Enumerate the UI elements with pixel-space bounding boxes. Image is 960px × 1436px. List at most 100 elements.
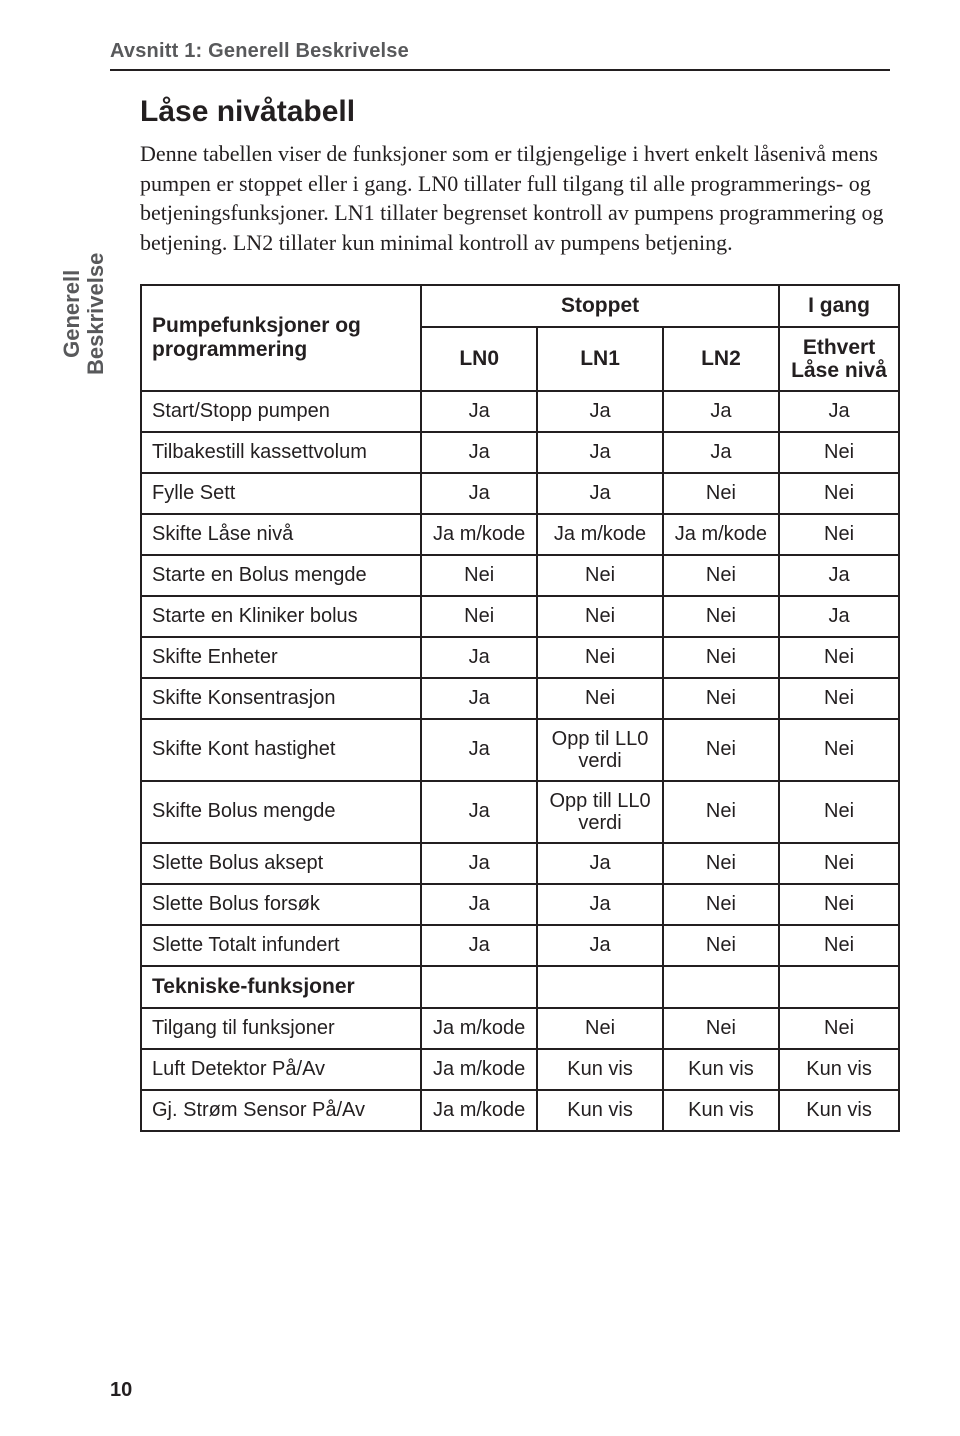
header-functions: Pumpefunksjoner og programmering bbox=[141, 285, 421, 391]
row-cell: Nei bbox=[779, 1008, 899, 1049]
table-body-tech: Tilgang til funksjonerJa m/kodeNeiNeiNei… bbox=[141, 1008, 899, 1131]
row-cell: Ja bbox=[779, 555, 899, 596]
table-row: Starte en Bolus mengdeNeiNeiNeiJa bbox=[141, 555, 899, 596]
lock-level-table: Pumpefunksjoner og programmering Stoppet… bbox=[140, 284, 900, 1132]
row-cell: Nei bbox=[663, 555, 779, 596]
row-label: Skifte Bolus mengde bbox=[141, 781, 421, 843]
row-cell: Nei bbox=[663, 473, 779, 514]
row-cell: Nei bbox=[779, 637, 899, 678]
row-cell: Ja bbox=[421, 678, 537, 719]
row-label: Starte en Bolus mengde bbox=[141, 555, 421, 596]
row-cell: Ja bbox=[421, 719, 537, 781]
row-cell: Ja bbox=[421, 432, 537, 473]
table-row: Starte en Kliniker bolusNeiNeiNeiJa bbox=[141, 596, 899, 637]
row-cell: Ja m/kode bbox=[537, 514, 662, 555]
row-cell: Ja bbox=[421, 391, 537, 432]
table-row: Slette Bolus akseptJaJaNeiNei bbox=[141, 843, 899, 884]
section-empty-cell bbox=[421, 966, 537, 1008]
header-any-level-line-2: Låse nivå bbox=[791, 359, 887, 382]
row-cell: Nei bbox=[663, 637, 779, 678]
row-cell: Kun vis bbox=[537, 1090, 662, 1131]
row-label: Tilbakestill kassettvolum bbox=[141, 432, 421, 473]
row-cell: Nei bbox=[779, 432, 899, 473]
row-cell: Ja bbox=[421, 884, 537, 925]
row-cell: Nei bbox=[663, 884, 779, 925]
row-label: Skifte Konsentrasjon bbox=[141, 678, 421, 719]
header-ln1: LN1 bbox=[537, 327, 662, 391]
row-cell: Kun vis bbox=[663, 1049, 779, 1090]
header-ln0: LN0 bbox=[421, 327, 537, 391]
table-row: Tilgang til funksjonerJa m/kodeNeiNeiNei bbox=[141, 1008, 899, 1049]
table-head: Pumpefunksjoner og programmering Stoppet… bbox=[141, 285, 899, 391]
table-row: Slette Bolus forsøkJaJaNeiNei bbox=[141, 884, 899, 925]
section-label: Tekniske-funksjoner bbox=[141, 966, 421, 1008]
header-any-level-line-1: Ethvert bbox=[803, 336, 875, 359]
page: Avsnitt 1: Generell Beskrivelse Generell… bbox=[0, 0, 960, 1436]
table-row: Slette Totalt infundertJaJaNeiNei bbox=[141, 925, 899, 966]
row-cell: Ja bbox=[421, 473, 537, 514]
page-number: 10 bbox=[110, 1379, 132, 1402]
row-label: Skifte Enheter bbox=[141, 637, 421, 678]
table-header-row-1: Pumpefunksjoner og programmering Stoppet… bbox=[141, 285, 899, 327]
row-cell: Nei bbox=[779, 678, 899, 719]
row-cell: Ja m/kode bbox=[421, 514, 537, 555]
row-label: Starte en Kliniker bolus bbox=[141, 596, 421, 637]
table-row: Skifte EnheterJaNeiNeiNei bbox=[141, 637, 899, 678]
row-cell: Nei bbox=[537, 1008, 662, 1049]
section-heading: Låse nivåtabell bbox=[140, 95, 890, 129]
table-section-row: Tekniske-funksjoner bbox=[141, 966, 899, 1008]
table-row: Gj. Strøm Sensor På/AvJa m/kodeKun visKu… bbox=[141, 1090, 899, 1131]
row-cell: Kun vis bbox=[779, 1049, 899, 1090]
table-row: Skifte Bolus mengdeJaOpp till LL0verdiNe… bbox=[141, 781, 899, 843]
row-cell: Ja bbox=[537, 432, 662, 473]
row-cell: Nei bbox=[779, 719, 899, 781]
row-cell: Ja m/kode bbox=[421, 1049, 537, 1090]
header-ln2: LN2 bbox=[663, 327, 779, 391]
table-body-section: Tekniske-funksjoner bbox=[141, 966, 899, 1008]
side-tab: Generell Beskrivelse bbox=[60, 253, 108, 375]
row-label: Luft Detektor På/Av bbox=[141, 1049, 421, 1090]
row-cell: Opp till LL0verdi bbox=[537, 781, 662, 843]
row-cell: Nei bbox=[779, 884, 899, 925]
row-cell: Ja bbox=[537, 391, 662, 432]
header-rule bbox=[110, 69, 890, 71]
table-row: Skifte KonsentrasjonJaNeiNeiNei bbox=[141, 678, 899, 719]
row-cell: Ja bbox=[779, 391, 899, 432]
row-label: Skifte Kont hastighet bbox=[141, 719, 421, 781]
row-cell: Nei bbox=[779, 925, 899, 966]
side-tab-line-2: Beskrivelse bbox=[84, 253, 108, 375]
row-cell: Ja bbox=[663, 391, 779, 432]
row-cell: Ja bbox=[663, 432, 779, 473]
row-cell: Ja bbox=[421, 843, 537, 884]
row-cell: Nei bbox=[663, 719, 779, 781]
table-row: Start/Stopp pumpenJaJaJaJa bbox=[141, 391, 899, 432]
row-cell: Nei bbox=[663, 781, 779, 843]
row-cell: Ja bbox=[537, 473, 662, 514]
row-cell: Nei bbox=[663, 925, 779, 966]
row-cell: Opp til LL0verdi bbox=[537, 719, 662, 781]
section-empty-cell bbox=[537, 966, 662, 1008]
row-cell: Ja bbox=[537, 884, 662, 925]
table-row: Tilbakestill kassettvolumJaJaJaNei bbox=[141, 432, 899, 473]
section-empty-cell bbox=[779, 966, 899, 1008]
row-label: Start/Stopp pumpen bbox=[141, 391, 421, 432]
row-label: Slette Bolus forsøk bbox=[141, 884, 421, 925]
running-head: Avsnitt 1: Generell Beskrivelse bbox=[110, 40, 890, 63]
row-cell: Nei bbox=[537, 555, 662, 596]
section-empty-cell bbox=[663, 966, 779, 1008]
row-label: Fylle Sett bbox=[141, 473, 421, 514]
table-row: Luft Detektor På/AvJa m/kode Kun visKun v… bbox=[141, 1049, 899, 1090]
row-label: Tilgang til funksjoner bbox=[141, 1008, 421, 1049]
row-cell: Nei bbox=[663, 1008, 779, 1049]
intro-paragraph: Denne tabellen viser de funksjoner som e… bbox=[140, 139, 890, 258]
row-cell: Nei bbox=[421, 596, 537, 637]
row-cell: Nei bbox=[663, 843, 779, 884]
row-cell: Ja bbox=[537, 925, 662, 966]
side-tab-line-1: Generell bbox=[59, 270, 84, 358]
row-cell: Kun vis bbox=[663, 1090, 779, 1131]
header-any-level: Ethvert Låse nivå bbox=[779, 327, 899, 391]
row-cell: Nei bbox=[537, 637, 662, 678]
content: Låse nivåtabell Denne tabellen viser de … bbox=[140, 95, 890, 1132]
row-cell: Ja bbox=[421, 925, 537, 966]
row-cell: Ja bbox=[779, 596, 899, 637]
